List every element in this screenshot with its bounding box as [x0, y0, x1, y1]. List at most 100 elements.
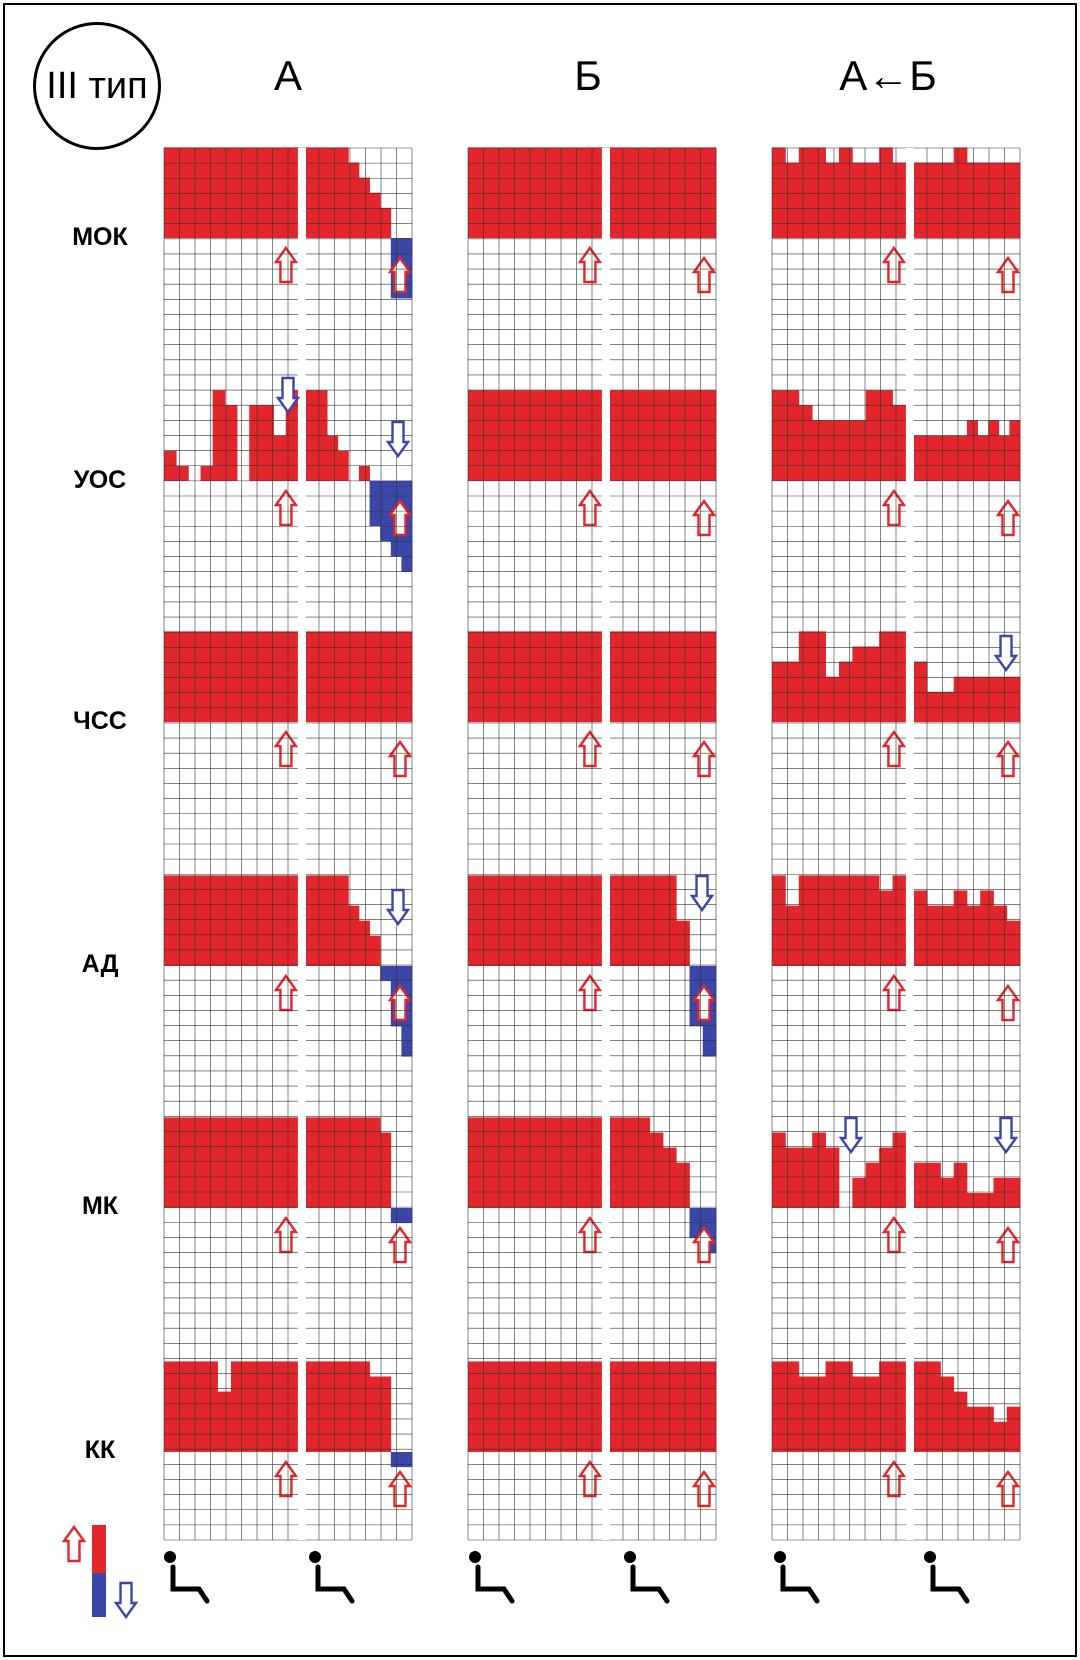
bar-0-2-left-8	[271, 631, 285, 722]
bar-2-2-right-3	[953, 676, 968, 722]
bar-2-4-left-7	[865, 1162, 880, 1208]
bar-1-0-left-1	[481, 147, 496, 238]
bar-2-1-right-4	[956, 435, 968, 481]
subject-gap	[905, 148, 914, 1540]
bar-2-5-left-2	[798, 1376, 813, 1452]
bar-2-0-left-6	[852, 162, 867, 238]
wheelchair-swimmer-icon	[924, 1551, 936, 1563]
bar-1-4-left-0	[468, 1117, 482, 1208]
bar-0-2-left-2	[190, 631, 205, 722]
bar-0-4-left-6	[244, 1117, 259, 1208]
bar-0-2-left-4	[217, 631, 232, 722]
bar-1-4-left-2	[494, 1117, 509, 1208]
bar-0-4-left-2	[190, 1117, 205, 1208]
up-arrow-icon	[995, 1225, 1021, 1264]
bar-1-5-left-5	[534, 1361, 549, 1452]
up-arrow-icon	[995, 1469, 1021, 1508]
figure-frame	[3, 3, 1077, 1657]
bar-2-2-right-0	[913, 661, 928, 722]
bar-1-3-left-0	[468, 875, 482, 966]
bar-0-2-right-2	[327, 631, 339, 722]
bar-0-4-right-7	[380, 1132, 392, 1208]
bar-2-2-left-2	[798, 631, 813, 722]
bar-0-4-left-0	[164, 1117, 178, 1208]
bar-2-4-left-8	[879, 1147, 893, 1208]
bar-1-0-left-8	[575, 147, 589, 238]
bar-1-3-left-7	[561, 875, 576, 966]
bar-2-5-left-3	[812, 1376, 826, 1452]
bar-2-3-left-7	[865, 875, 880, 966]
up-arrow-icon	[577, 1215, 603, 1254]
bar-1-0-left-6	[548, 147, 563, 238]
bar-0-4-left-1	[177, 1117, 192, 1208]
column-title-b: Б	[574, 52, 602, 99]
bar-2-0-right-3	[953, 147, 968, 238]
bar-1-2-right-4	[652, 631, 664, 722]
bar-1-4-left-9	[588, 1117, 603, 1208]
bar-2-3-right-6	[993, 905, 1008, 966]
bar-2-2-left-9	[892, 631, 907, 722]
bar-0-0-left-0	[164, 147, 178, 238]
row-label-mk: МК	[81, 1192, 119, 1220]
bar-0-4-right-4	[348, 1117, 360, 1208]
up-arrow-icon	[691, 739, 717, 778]
bar-2-3-right-7	[1006, 920, 1021, 966]
bar-0-2-left-5	[230, 631, 245, 722]
bar-0-3-right-6	[369, 935, 381, 966]
up-arrow-icon	[881, 245, 907, 284]
legend-red-swatch	[92, 1525, 106, 1573]
bar-1-4-left-7	[561, 1117, 576, 1208]
bar-2-4-right-6	[993, 1177, 1008, 1208]
bar-0-2-right-7	[380, 631, 392, 722]
bar-0-1-left-3	[200, 465, 214, 481]
bar-1-3-left-4	[521, 875, 536, 966]
bar-2-5-right-1	[927, 1361, 941, 1452]
subject-gap	[297, 148, 306, 1540]
up-arrow-icon	[577, 729, 603, 768]
bar-2-5-left-1	[785, 1361, 800, 1452]
bar-0-2-left-1	[177, 631, 192, 722]
column-title-ab: А←Б	[839, 52, 937, 99]
bar-1-0-right-2	[631, 147, 643, 238]
wheelchair-swimmer-loop-icon	[780, 1564, 820, 1604]
bar-0-0-left-7	[257, 147, 272, 238]
bar-0-1-left-8	[261, 405, 274, 481]
bar-1-2-left-6	[548, 631, 563, 722]
bar-0-4-right-2	[327, 1117, 339, 1208]
wheelchair-loop-icon	[164, 1551, 176, 1563]
bar-0-5-right-3	[337, 1361, 349, 1452]
bar-0-0-left-9	[284, 147, 299, 238]
bar-1-2-right-2	[631, 631, 643, 722]
bar-2-3-right-0	[913, 890, 928, 966]
bar-0-4-left-3	[204, 1117, 218, 1208]
bar-1-5-left-0	[468, 1361, 482, 1452]
row-label-kk: КК	[84, 1436, 116, 1464]
bar-1-4-right-0	[609, 1117, 624, 1208]
bar-2-4-right-3	[953, 1162, 968, 1208]
bar-0-4-left-8	[271, 1117, 285, 1208]
bar-0-5-left-3	[204, 1361, 218, 1452]
bar-1-2-left-3	[508, 631, 522, 722]
bar-0-3-right-3	[337, 875, 349, 966]
bar-2-3-right-3	[953, 890, 968, 966]
bar-1-4-left-8	[575, 1117, 589, 1208]
up-arrow-icon	[273, 1215, 299, 1254]
bar-0-2-right-1	[316, 631, 328, 722]
bar-2-0-left-4	[825, 162, 840, 238]
down-arrow-icon	[689, 874, 715, 913]
bar-2-2-left-8	[879, 631, 893, 722]
bar-0-1-left-9	[273, 435, 287, 481]
bar-2-0-left-5	[838, 147, 853, 238]
bar-2-2-left-5	[838, 661, 853, 722]
bar-0-5-right-1	[316, 1361, 328, 1452]
bar-0-3-left-7	[257, 875, 272, 966]
bar-1-3-right-3	[649, 875, 664, 966]
bar-0-0-left-3	[204, 147, 218, 238]
up-arrow-icon	[691, 1469, 717, 1508]
bar-0-5-right-0	[305, 1361, 317, 1452]
bar-1-5-right-7	[684, 1361, 696, 1452]
up-arrow-icon	[577, 245, 603, 284]
bar-0-3-left-5	[230, 875, 245, 966]
bar-0-4-right-5	[358, 1117, 370, 1208]
row-label-mok: МОК	[72, 223, 128, 251]
